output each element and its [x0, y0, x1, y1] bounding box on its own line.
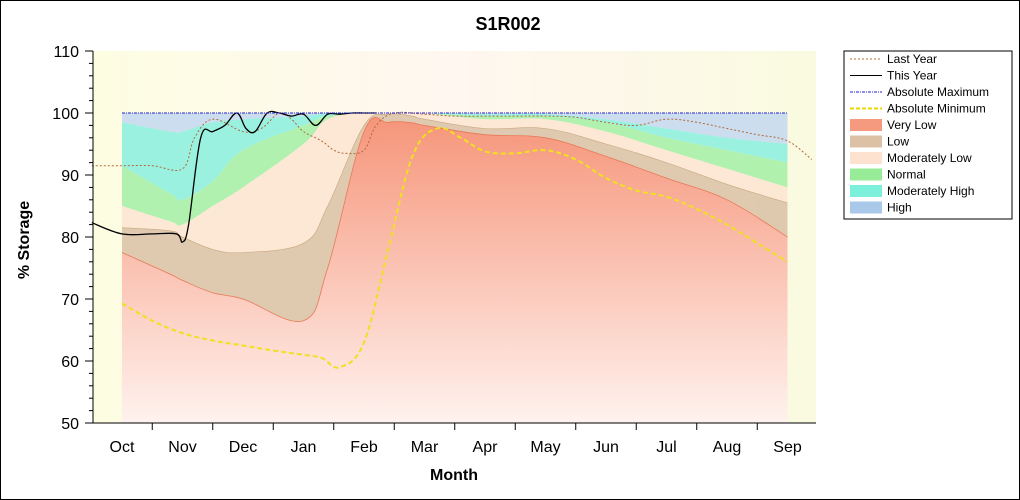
- y-tick-label: 90: [61, 168, 79, 185]
- legend-swatch: [850, 152, 882, 164]
- x-tick-label: Apr: [473, 439, 499, 456]
- band-normal: [122, 112, 788, 226]
- axes: 50 60 70 80 90 100 110 Oct Nov Dec Jan Feb Mar Apr May…: [52, 44, 816, 456]
- legend-swatch: [850, 185, 882, 197]
- series-lines: [91, 110, 813, 369]
- y-axis-label: % Storage: [16, 201, 33, 279]
- y-tick-label: 80: [61, 230, 79, 247]
- legend-swatch: [850, 119, 882, 131]
- band-very-low: [122, 117, 788, 423]
- x-axis-label: Month: [430, 467, 478, 484]
- x-tick-label: Feb: [350, 439, 378, 456]
- low-boundary: [121, 113, 788, 254]
- y-tick-label: 70: [61, 292, 79, 309]
- legend-label: Moderately Low: [887, 151, 972, 165]
- y-tick-label: 60: [61, 354, 79, 371]
- band-areas: [121, 112, 788, 423]
- legend-label: Moderately High: [887, 184, 974, 198]
- x-tick-label: Jan: [291, 439, 317, 456]
- legend-label: This Year: [887, 69, 937, 83]
- x-tick-label: Jun: [593, 439, 619, 456]
- x-tick-label: Mar: [411, 439, 439, 456]
- legend-swatch: [850, 168, 882, 181]
- band-high: [122, 112, 788, 144]
- y-tick-label: 100: [52, 106, 79, 123]
- y-tick-label: 50: [61, 416, 79, 433]
- x-tick-label: Sep: [773, 439, 802, 456]
- band-moderately-high: [122, 112, 788, 201]
- series-line-this-year: [91, 110, 377, 243]
- band-low: [122, 113, 788, 322]
- legend-label: High: [887, 201, 912, 215]
- series-line-absolute-minimum: [121, 126, 789, 369]
- x-tick-label: Aug: [713, 439, 741, 456]
- x-tick-label: Jul: [656, 439, 676, 456]
- very-low-boundary: [121, 117, 788, 322]
- legend-label: Very Low: [887, 118, 937, 132]
- x-tick-label: May: [530, 439, 560, 456]
- series-line-last-year: [91, 111, 813, 172]
- legend-swatch: [850, 135, 882, 148]
- legend-label: Absolute Minimum: [887, 102, 986, 116]
- legend-label: Normal: [887, 168, 926, 182]
- legend-label: Low: [887, 135, 909, 149]
- legend-swatch: [850, 201, 882, 214]
- legend: Last Year This Year Absolute Maximum Absolu…: [843, 50, 1013, 220]
- legend-label: Absolute Maximum: [887, 85, 989, 99]
- x-tick-label: Oct: [110, 439, 135, 456]
- band-moderately-low: [122, 112, 788, 253]
- y-tick-label: 110: [53, 44, 79, 61]
- x-tick-label: Nov: [168, 439, 196, 456]
- legend-label: Last Year: [887, 52, 937, 66]
- x-tick-label: Dec: [229, 439, 257, 456]
- chart-title: S1R002: [475, 14, 540, 34]
